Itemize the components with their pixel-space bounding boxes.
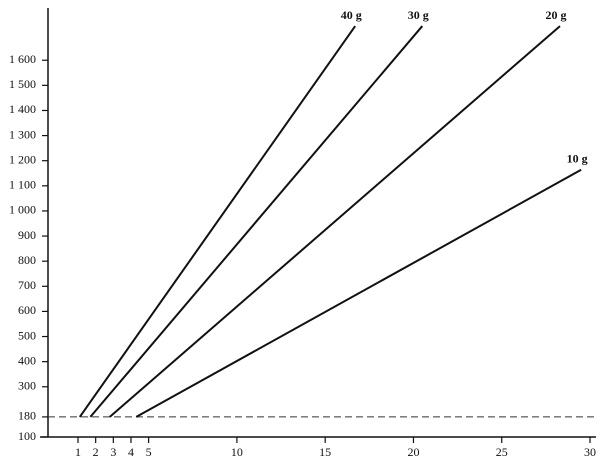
series-label: 40 g bbox=[341, 8, 362, 22]
y-tick-label: 100 bbox=[18, 429, 36, 443]
y-tick-label: 180 bbox=[18, 409, 36, 423]
y-tick-label: 1 300 bbox=[9, 127, 36, 141]
y-tick-label: 800 bbox=[18, 253, 36, 267]
y-tick-label: 1 600 bbox=[9, 52, 36, 66]
y-tick-label: 1 100 bbox=[9, 178, 36, 192]
y-tick-label: 1 500 bbox=[9, 77, 36, 91]
x-tick-label: 10 bbox=[231, 445, 243, 459]
y-tick-label: 300 bbox=[18, 379, 36, 393]
x-tick-label: 3 bbox=[110, 445, 116, 459]
y-tick-label: 1 200 bbox=[9, 152, 36, 166]
y-tick-label: 900 bbox=[18, 228, 36, 242]
y-tick-label: 700 bbox=[18, 278, 36, 292]
x-tick-label: 2 bbox=[93, 445, 99, 459]
x-tick-label: 30 bbox=[584, 445, 596, 459]
series-line bbox=[109, 25, 561, 418]
y-tick-label: 1 000 bbox=[9, 203, 36, 217]
y-tick-label: 500 bbox=[18, 328, 36, 342]
series-line bbox=[78, 25, 357, 418]
x-tick-label: 1 bbox=[75, 445, 81, 459]
x-tick-label: 4 bbox=[128, 445, 134, 459]
series-label: 30 g bbox=[408, 8, 429, 22]
y-tick-label: 600 bbox=[18, 303, 36, 317]
x-tick-label: 20 bbox=[407, 445, 419, 459]
series-label: 10 g bbox=[567, 151, 588, 165]
x-tick-label: 15 bbox=[319, 445, 331, 459]
x-tick-label: 5 bbox=[146, 445, 152, 459]
y-tick-label: 400 bbox=[18, 353, 36, 367]
series-line bbox=[135, 168, 582, 418]
series-line bbox=[89, 25, 424, 418]
y-tick-label: 1 400 bbox=[9, 102, 36, 116]
series-label: 20 g bbox=[545, 8, 566, 22]
x-tick-label: 25 bbox=[496, 445, 508, 459]
